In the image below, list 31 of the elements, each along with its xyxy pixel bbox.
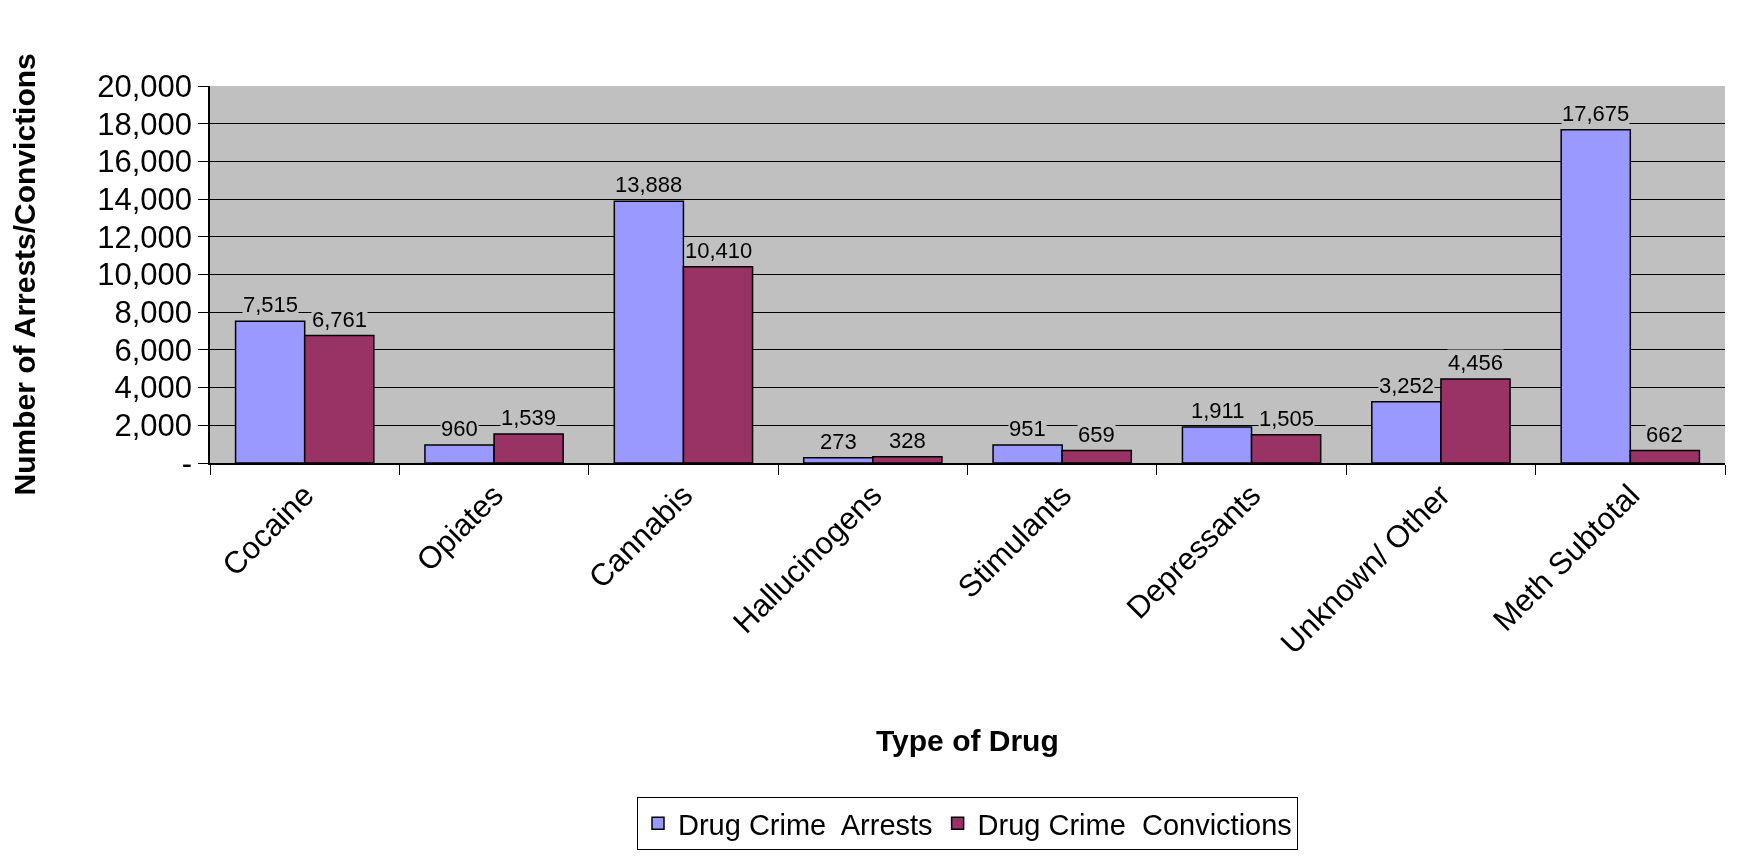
legend-label: Drug Crime Arrests — [678, 808, 933, 841]
y-tick-label: 4,000 — [114, 370, 193, 406]
data-label: 6,761 — [312, 307, 368, 332]
legend-label: Drug Crime Convictions — [977, 808, 1292, 841]
y-tick-label: 6,000 — [114, 332, 193, 368]
data-label: 951 — [1009, 416, 1046, 441]
data-label: 273 — [820, 429, 857, 454]
y-tick-label: 20,000 — [97, 68, 193, 104]
y-axis-title: Number of Arrests/Convictions — [7, 53, 41, 496]
data-label: 17,675 — [1562, 101, 1630, 126]
data-label: 3,252 — [1379, 373, 1435, 398]
data-label: 4,456 — [1448, 350, 1504, 375]
data-label: 13,888 — [615, 172, 683, 197]
y-tick-label: 18,000 — [97, 106, 193, 142]
data-label: 662 — [1646, 422, 1683, 447]
y-tick-label: 2,000 — [114, 408, 193, 444]
data-label: 1,539 — [501, 405, 557, 430]
data-label: 1,911 — [1191, 398, 1245, 423]
data-label: 328 — [889, 428, 926, 453]
y-tick-label: 16,000 — [97, 144, 193, 180]
y-tick-label: 14,000 — [97, 181, 193, 217]
y-tick-label: 12,000 — [97, 219, 193, 255]
data-label: 10,410 — [685, 238, 753, 263]
data-label: 7,515 — [243, 292, 299, 317]
y-tick-label: 8,000 — [114, 295, 193, 331]
data-label: 960 — [441, 416, 478, 441]
data-label: 659 — [1078, 422, 1115, 447]
y-tick-label: - — [181, 445, 193, 481]
y-tick-label: 10,000 — [97, 257, 193, 293]
data-label: 1,505 — [1259, 406, 1315, 431]
x-axis-title: Type of Drug — [876, 724, 1059, 757]
